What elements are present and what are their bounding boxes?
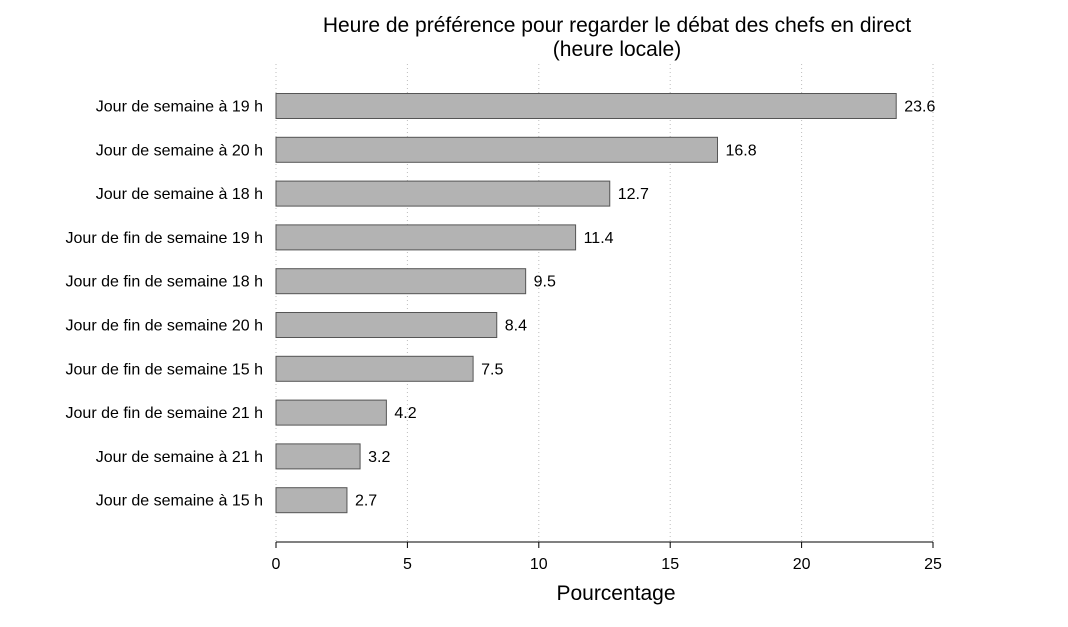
bar	[275, 268, 527, 295]
bar	[275, 487, 348, 514]
value-label: 16.8	[726, 142, 757, 159]
category-label: Jour de fin de semaine 19 h	[66, 230, 263, 247]
category-label: Jour de fin de semaine 20 h	[66, 318, 263, 335]
value-label: 8.4	[505, 318, 527, 335]
grid-lines	[275, 64, 934, 542]
chart-subtitle: (heure locale)	[553, 38, 681, 61]
x-tick-label: 0	[272, 556, 281, 573]
category-label: Jour de semaine à 19 h	[96, 99, 263, 116]
bar	[275, 93, 897, 119]
category-label: Jour de fin de semaine 15 h	[66, 361, 263, 378]
x-tick-label: 25	[924, 556, 942, 573]
value-label: 23.6	[904, 99, 935, 116]
x-tick-label: 15	[661, 556, 679, 573]
bar	[275, 180, 611, 207]
category-label: Jour de semaine à 20 h	[96, 142, 263, 159]
value-label: 3.2	[368, 449, 390, 466]
bar	[275, 355, 474, 382]
value-label: 12.7	[618, 186, 649, 203]
x-axis: 0 5 10 15 20 25	[272, 541, 942, 573]
value-labels: 23.6 16.8 12.7 11.4 9.5 8.4 7.5 4.2 3.2 2.7	[355, 99, 935, 510]
value-label: 2.7	[355, 493, 377, 510]
bar	[275, 312, 498, 338]
x-axis-title: Pourcentage	[556, 582, 675, 605]
bar	[275, 399, 387, 426]
category-label: Jour de fin de semaine 21 h	[66, 405, 263, 422]
value-label: 9.5	[534, 274, 556, 291]
category-label: Jour de semaine à 21 h	[96, 449, 263, 466]
x-tick-label: 5	[403, 556, 412, 573]
chart-title: Heure de préférence pour regarder le déb…	[323, 14, 912, 37]
category-label: Jour de semaine à 15 h	[96, 493, 263, 510]
bar	[275, 443, 361, 470]
x-tick-label: 10	[530, 556, 548, 573]
bar	[275, 136, 719, 163]
category-label: Jour de fin de semaine 18 h	[66, 274, 263, 291]
value-label: 7.5	[481, 361, 503, 378]
bars	[275, 93, 897, 514]
x-tick-label: 20	[793, 556, 811, 573]
value-label: 11.4	[584, 230, 614, 247]
category-label: Jour de semaine à 18 h	[96, 186, 263, 203]
bar	[275, 224, 577, 251]
value-label: 4.2	[394, 405, 416, 422]
category-labels: Jour de semaine à 19 h Jour de semaine à …	[66, 99, 263, 510]
